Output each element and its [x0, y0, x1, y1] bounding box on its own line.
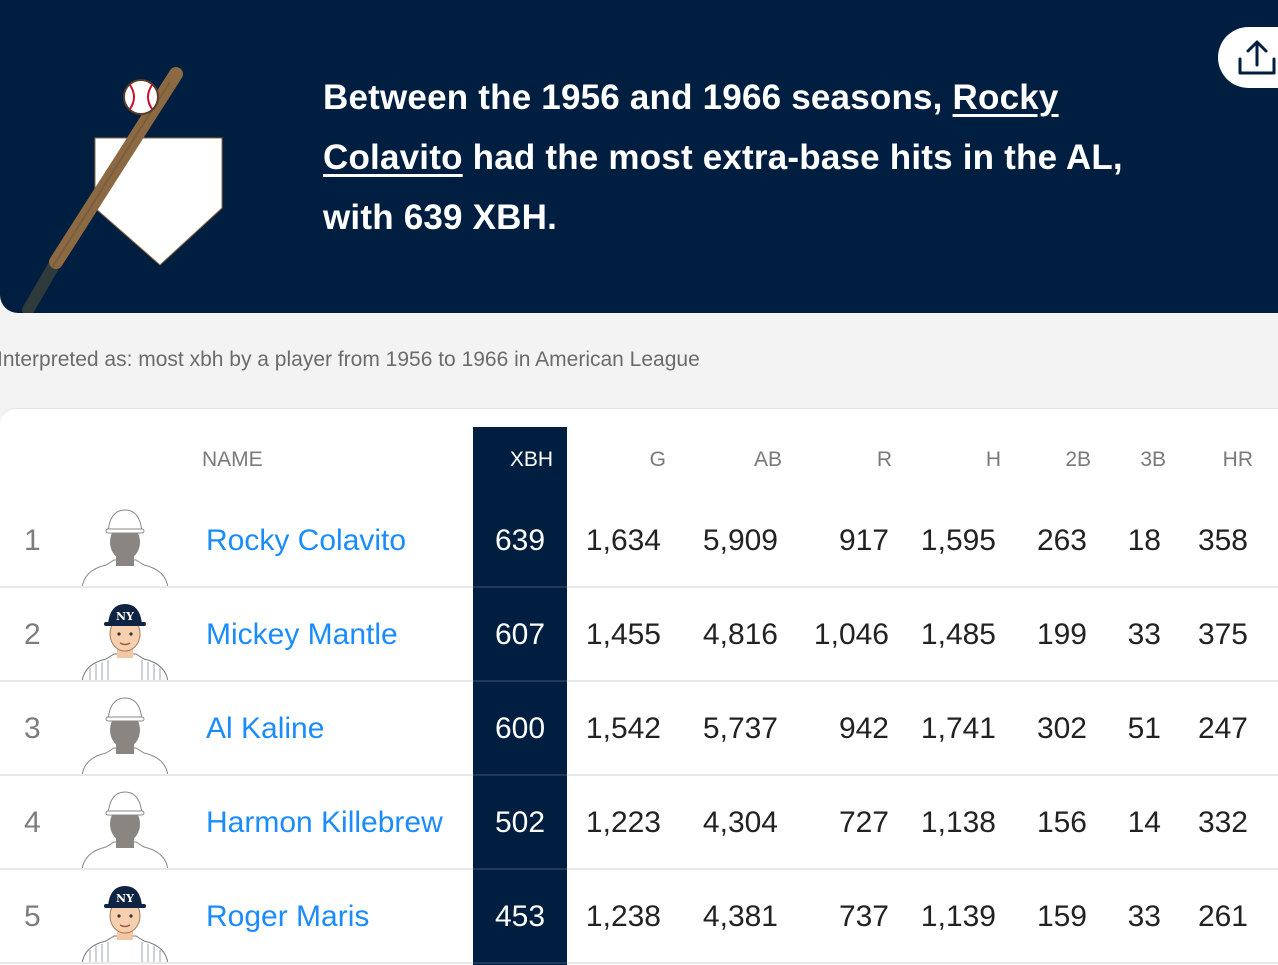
g-value: 1,634 — [585, 524, 661, 557]
table-row: 2 NY Mickey Mantle 607 1,455 4,816 1,046… — [0, 588, 1278, 683]
xbh-value: 607 — [494, 618, 546, 651]
row-divider-dark — [473, 680, 567, 682]
rank: 1 — [24, 524, 41, 557]
table-row: 3 Al Kaline 600 1,542 5,737 942 1,741 30… — [0, 682, 1278, 777]
hr-value: 247 — [1197, 712, 1248, 745]
rank: 2 — [24, 618, 41, 651]
player-name-link[interactable]: Al Kaline — [206, 712, 325, 745]
generic-player-avatar-icon — [81, 791, 169, 871]
rank: 3 — [24, 712, 41, 745]
g-value: 1,542 — [585, 712, 661, 745]
share-button[interactable] — [1218, 27, 1278, 88]
rank: 4 — [24, 806, 41, 839]
ab-value: 4,381 — [702, 900, 778, 933]
row-divider — [0, 868, 1278, 870]
2b-value: 302 — [1036, 712, 1087, 745]
svg-text:NY: NY — [116, 892, 134, 905]
col-header-g[interactable]: G — [649, 448, 666, 471]
rank: 5 — [24, 900, 41, 933]
player-avatar — [80, 696, 170, 777]
r-value: 727 — [838, 806, 889, 839]
answer-header: Between the 1956 and 1966 seasons, Rocky… — [0, 0, 1278, 313]
hr-value: 261 — [1197, 900, 1248, 933]
table-row: 5 NY Roger Maris 453 1,238 4,381 737 1,1… — [0, 870, 1278, 965]
baseball-bat-home-plate-icon — [22, 67, 223, 313]
r-value: 737 — [838, 900, 889, 933]
hr-value: 358 — [1197, 524, 1248, 557]
player-link-rocky-colavito[interactable]: Rocky Colavito — [323, 78, 1059, 177]
2b-value: 156 — [1036, 806, 1087, 839]
col-header-ab[interactable]: AB — [753, 448, 782, 471]
3b-value: 14 — [1127, 806, 1161, 839]
svg-text:NY: NY — [116, 610, 134, 623]
3b-value: 33 — [1127, 900, 1161, 933]
player-name-link[interactable]: Mickey Mantle — [206, 618, 398, 651]
ab-value: 5,737 — [702, 712, 778, 745]
ab-value: 5,909 — [702, 524, 778, 557]
row-divider — [0, 774, 1278, 776]
player-name-link[interactable]: Roger Maris — [206, 900, 370, 933]
player-avatar — [80, 508, 170, 589]
ab-value: 4,816 — [702, 618, 778, 651]
player-avatar: NY — [80, 884, 170, 965]
headline-pre: Between the 1956 and 1966 seasons, — [323, 78, 943, 117]
yankees-player-avatar-icon: NY — [81, 886, 169, 965]
row-divider — [0, 586, 1278, 588]
generic-player-avatar-icon — [81, 697, 169, 777]
row-divider-dark — [473, 774, 567, 776]
player-name-link[interactable]: Harmon Killebrew — [206, 806, 443, 839]
2b-value: 263 — [1036, 524, 1087, 557]
row-divider-dark — [473, 868, 567, 870]
h-value: 1,138 — [920, 806, 996, 839]
row-divider — [0, 962, 1278, 964]
2b-value: 199 — [1036, 618, 1087, 651]
table-row: 4 Harmon Killebrew 502 1,223 4,304 727 1… — [0, 776, 1278, 871]
hr-value: 375 — [1197, 618, 1248, 651]
yankees-player-avatar-icon: NY — [81, 604, 169, 683]
col-header-r[interactable]: R — [876, 448, 892, 471]
3b-value: 33 — [1127, 618, 1161, 651]
r-value: 917 — [838, 524, 889, 557]
generic-player-avatar-icon — [81, 509, 169, 589]
xbh-value: 502 — [494, 806, 546, 839]
ab-value: 4,304 — [702, 806, 778, 839]
xbh-value: 453 — [494, 900, 546, 933]
hr-value: 332 — [1197, 806, 1248, 839]
col-header-hr[interactable]: HR — [1222, 448, 1253, 471]
h-value: 1,485 — [920, 618, 996, 651]
row-divider-dark — [473, 586, 567, 588]
row-divider-dark — [473, 962, 567, 964]
answer-headline: Between the 1956 and 1966 seasons, Rocky… — [323, 68, 1203, 248]
3b-value: 18 — [1127, 524, 1161, 557]
player-avatar: NY — [80, 602, 170, 683]
h-value: 1,741 — [920, 712, 996, 745]
col-header-h[interactable]: H — [985, 448, 1001, 471]
h-value: 1,595 — [920, 524, 996, 557]
interpreted-query: Interpreted as: most xbh by a player fro… — [0, 348, 700, 371]
xbh-value: 639 — [494, 524, 546, 557]
col-header-name[interactable]: NAME — [202, 448, 263, 471]
h-value: 1,139 — [920, 900, 996, 933]
g-value: 1,238 — [585, 900, 661, 933]
player-name-link[interactable]: Rocky Colavito — [206, 524, 407, 557]
player-avatar — [80, 790, 170, 871]
share-upload-icon — [1238, 40, 1276, 75]
table-row: 1 Rocky Colavito 639 1,634 5,909 917 1,5… — [0, 494, 1278, 589]
r-value: 1,046 — [813, 618, 889, 651]
xbh-value: 600 — [494, 712, 546, 745]
r-value: 942 — [838, 712, 889, 745]
row-divider — [0, 680, 1278, 682]
g-value: 1,455 — [585, 618, 661, 651]
col-header-3b[interactable]: 3B — [1140, 448, 1166, 471]
results-table — [0, 408, 1278, 965]
3b-value: 51 — [1127, 712, 1161, 745]
headline-post: had the most extra-base hits in the AL, … — [323, 138, 1123, 237]
col-header-2b[interactable]: 2B — [1065, 448, 1091, 471]
2b-value: 159 — [1036, 900, 1087, 933]
g-value: 1,223 — [585, 806, 661, 839]
col-header-xbh[interactable]: XBH — [509, 448, 553, 471]
xbh-highlight-column — [473, 427, 567, 965]
